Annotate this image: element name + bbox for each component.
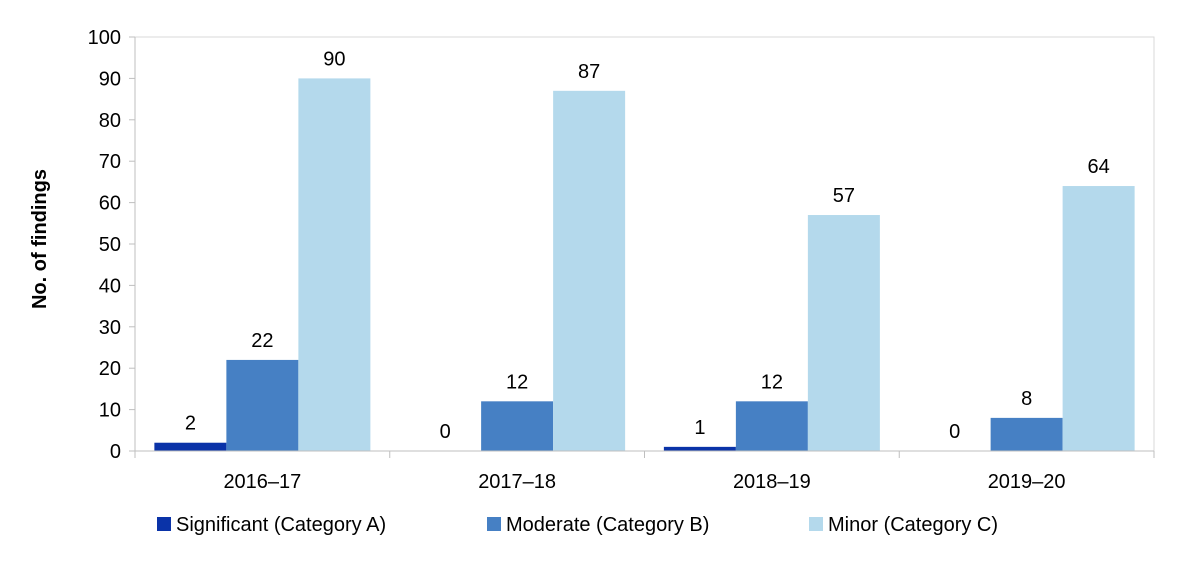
x-tick-label: 2019–20	[988, 471, 1066, 493]
y-tick-label: 60	[99, 193, 121, 215]
bar-2-2	[481, 401, 554, 451]
bar-2-3	[735, 401, 808, 451]
y-tick-label: 90	[99, 68, 121, 90]
data-label: 87	[578, 61, 600, 83]
data-label: 64	[1088, 156, 1110, 178]
y-tick-label: 10	[99, 400, 121, 422]
legend-label: Significant (Category A)	[176, 514, 386, 536]
data-label: 57	[833, 185, 855, 207]
legend-swatch	[487, 517, 501, 531]
legend: Significant (Category A) Moderate (Catego…	[157, 514, 998, 536]
data-label: 8	[1021, 388, 1032, 410]
y-tick-label: 40	[99, 275, 121, 297]
data-label: 1	[694, 417, 705, 439]
bar-3-3	[807, 215, 880, 451]
bar-1-3	[663, 446, 736, 451]
bar-3-1	[298, 78, 371, 452]
bar-2-1	[226, 359, 299, 451]
bar-1-1	[154, 442, 227, 451]
y-tick-label: 80	[99, 110, 121, 132]
y-tick-label: 30	[99, 317, 121, 339]
legend-label: Minor (Category C)	[828, 514, 998, 536]
y-tick-label: 100	[88, 27, 121, 49]
data-label: 90	[323, 48, 345, 70]
bar-2-4	[990, 417, 1063, 451]
data-label: 12	[506, 371, 528, 393]
y-tick-label: 70	[99, 151, 121, 173]
x-tick-label: 2018–19	[733, 471, 811, 493]
data-label: 0	[949, 421, 960, 443]
y-axis-title: No. of findings	[29, 169, 51, 309]
data-label: 12	[761, 371, 783, 393]
y-tick-label: 20	[99, 358, 121, 380]
data-label: 22	[251, 330, 273, 352]
y-tick-label: 50	[99, 234, 121, 256]
bar-3-4	[1062, 186, 1135, 452]
data-label: 0	[440, 421, 451, 443]
data-label: 2	[185, 413, 196, 435]
legend-swatch	[809, 517, 823, 531]
legend-swatch	[157, 517, 171, 531]
y-axis: 0 10 20 30 40 50 60 70 80 90 100	[88, 27, 136, 463]
legend-label: Moderate (Category B)	[506, 514, 709, 536]
x-axis: 2016–17 2017–18 2018–19 2019–20	[134, 450, 1155, 493]
y-tick-label: 0	[110, 441, 121, 463]
x-tick-label: 2017–18	[478, 471, 556, 493]
x-tick-label: 2016–17	[223, 471, 301, 493]
bar-3-2	[553, 90, 626, 451]
